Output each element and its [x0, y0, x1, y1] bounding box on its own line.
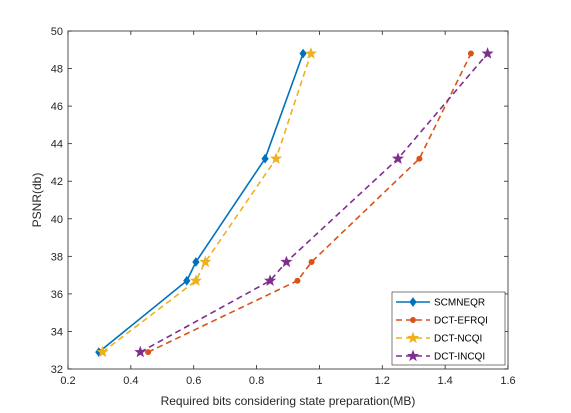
data-point — [299, 48, 307, 59]
data-point — [304, 47, 317, 59]
x-tick-label: 0.2 — [60, 375, 75, 387]
legend-label: DCT-EFRQI — [434, 316, 488, 327]
data-point — [270, 152, 283, 164]
data-point — [280, 255, 293, 268]
legend-marker — [406, 331, 420, 344]
y-tick-label: 32 — [51, 364, 63, 376]
y-axis-label: PSNR(db) — [30, 173, 44, 228]
legend: SCMNEQR DCT-EFRQI DCT-NCQI DCT-INCQI — [391, 291, 506, 366]
data-point — [467, 50, 474, 57]
x-tick-label: 0.8 — [249, 375, 264, 387]
legend-label: DCT-INCQI — [434, 352, 485, 363]
legend-label: DCT-NCQI — [434, 334, 482, 345]
x-axis-label: Required bits considering state preparat… — [161, 394, 416, 408]
data-point — [192, 257, 200, 267]
x-tick-label: 1.4 — [437, 375, 452, 387]
data-point — [261, 153, 269, 164]
series-line — [147, 53, 472, 353]
data-point — [134, 345, 147, 358]
data-point — [145, 349, 152, 356]
legend-marker — [410, 317, 416, 323]
y-tick-label: 44 — [51, 139, 63, 151]
y-tick-label: 34 — [51, 326, 63, 338]
data-point — [391, 152, 405, 164]
data-point — [294, 277, 301, 284]
data-point — [308, 258, 315, 265]
legend-item: DCT-NCQI — [396, 331, 482, 345]
data-point — [481, 47, 494, 59]
y-tick-label: 36 — [51, 289, 63, 301]
data-point — [189, 274, 202, 286]
y-tick-label: 38 — [51, 251, 63, 263]
y-tick-label: 50 — [51, 26, 63, 38]
data-point — [183, 275, 191, 286]
x-tick-label: 1.2 — [375, 375, 390, 387]
legend-marker — [406, 349, 420, 362]
y-tick-label: 42 — [51, 176, 63, 188]
ticks-layer: 0.2 0.4 0.6 0.8 1 1.2 1.4 1.6 32 34 36 38 40 42 44 46 48… — [51, 26, 516, 387]
x-tick-label: 0.4 — [123, 375, 138, 387]
series-dct-efrqi — [145, 50, 474, 356]
y-tick-label: 46 — [51, 101, 63, 113]
y-tick-label: 40 — [51, 214, 63, 226]
x-tick-label: 1.6 — [500, 375, 515, 387]
series-dct-ncqi — [96, 47, 317, 358]
series-dct-incqi — [134, 47, 494, 358]
legend-item: SCMNEQR — [396, 297, 485, 309]
legend-item: DCT-INCQI — [396, 349, 485, 363]
series-scmneqr — [95, 48, 307, 357]
legend-marker — [409, 297, 417, 307]
plot-frame — [67, 30, 509, 370]
legend-item: DCT-EFRQI — [396, 316, 488, 327]
series-line — [102, 53, 312, 353]
data-point — [199, 255, 212, 268]
data-point — [416, 155, 423, 162]
y-tick-label: 48 — [51, 64, 63, 76]
x-tick-label: 1 — [316, 375, 322, 387]
legend-box — [391, 291, 506, 366]
series-layer — [95, 47, 494, 358]
x-tick-label: 0.6 — [186, 375, 201, 387]
data-point — [96, 345, 109, 358]
legend-label: SCMNEQR — [434, 298, 485, 309]
data-point — [264, 274, 277, 286]
